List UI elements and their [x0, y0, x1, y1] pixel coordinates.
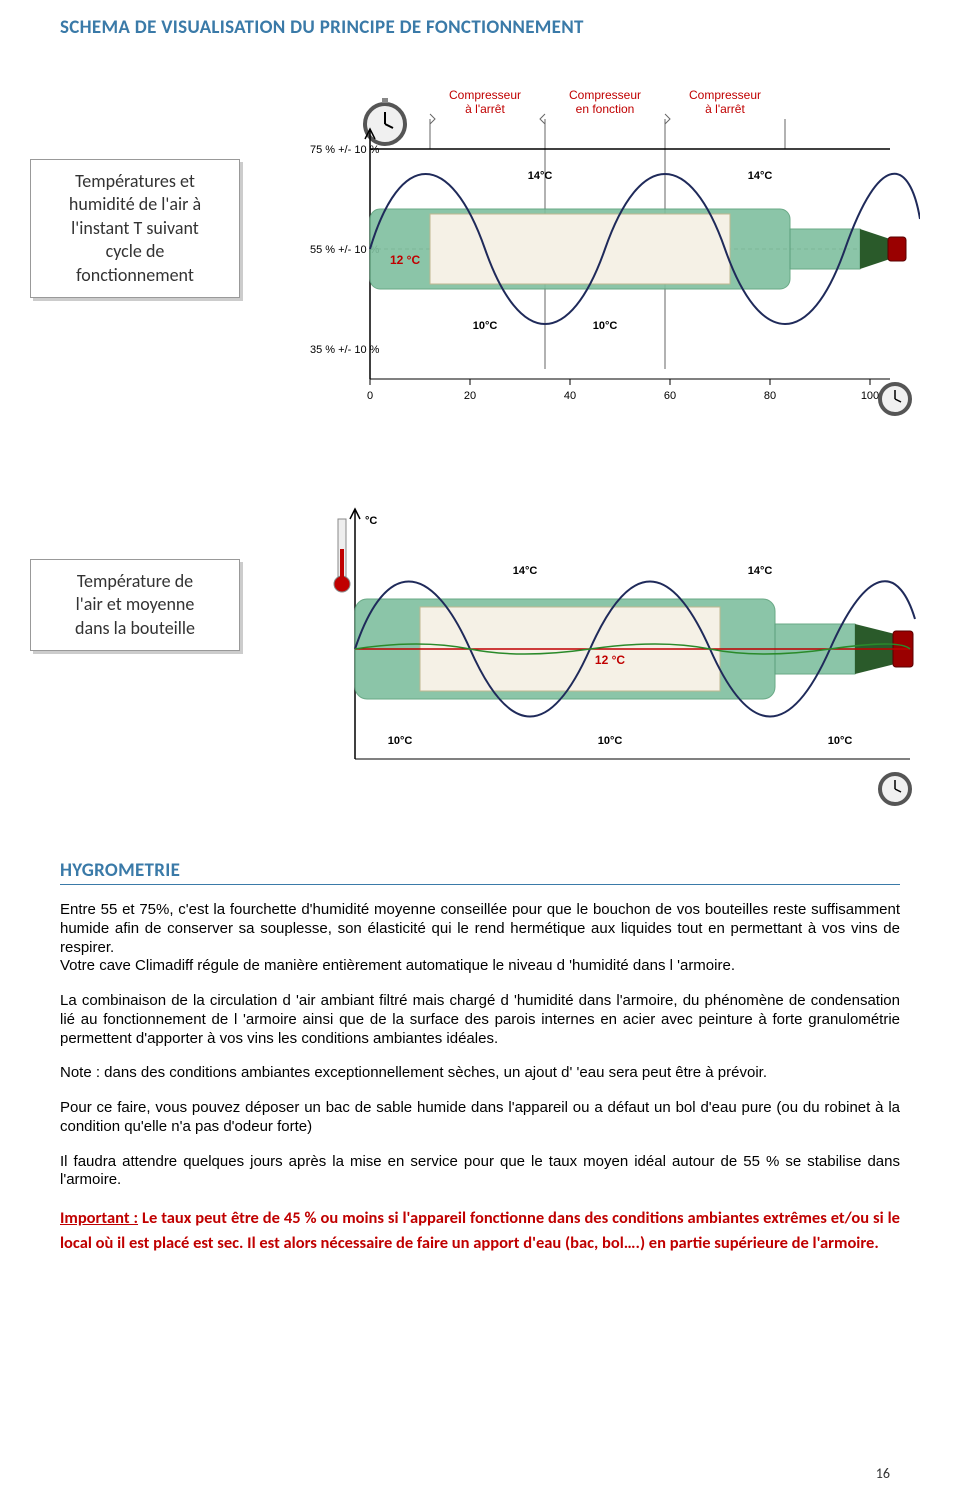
watch-icon	[880, 384, 910, 414]
chart-humidity-cycle: Compresseur à l'arrêt Compresseur en fon…	[270, 69, 920, 429]
compressor-state: en fonction	[576, 102, 635, 116]
temp-label: 10°C	[593, 320, 618, 332]
paragraph: Il faudra attendre quelques jours après …	[60, 1153, 900, 1191]
para-text: Votre cave Climadiff régule de manière e…	[60, 957, 735, 974]
callout-line: cycle de	[43, 240, 227, 263]
x-tick: 0	[367, 390, 373, 402]
y-label: 55 % +/- 10 %	[310, 244, 380, 256]
x-tick: 100	[861, 390, 879, 402]
c-label: °C	[365, 515, 377, 527]
page-number: 16	[876, 1465, 890, 1482]
callout-line: fonctionnement	[43, 264, 227, 287]
temp-label: 10°C	[388, 735, 413, 747]
temp-label: 14°C	[528, 170, 553, 182]
paragraph: Entre 55 et 75%, c'est la fourchette d'h…	[60, 901, 900, 976]
x-tick: 60	[664, 390, 676, 402]
temp-mid-label: 12 °C	[595, 653, 625, 667]
callout-line: humidité de l'air à	[43, 193, 227, 216]
callout-line: Température de	[43, 570, 227, 593]
thermometer-icon	[334, 519, 350, 592]
paragraph: La combinaison de la circulation d 'air …	[60, 992, 900, 1048]
compressor-label: Compresseur	[569, 88, 641, 102]
compressor-label: Compresseur	[689, 88, 761, 102]
para-text: Entre 55 et 75%, c'est la fourchette d'h…	[60, 901, 900, 956]
hygrometrie-heading: HYGROMETRIE	[60, 859, 900, 885]
callout-line: l'air et moyenne	[43, 593, 227, 616]
compressor-state: à l'arrêt	[705, 102, 745, 116]
temp-mid-label: 12 °C	[390, 253, 420, 267]
x-tick: 80	[764, 390, 776, 402]
callout-line: dans la bouteille	[43, 617, 227, 640]
callout-temperatures: Températures et humidité de l'air à l'in…	[30, 159, 240, 298]
compressor-label: Compresseur	[449, 88, 521, 102]
important-note: Important : Le taux peut être de 45 % ou…	[60, 1206, 900, 1256]
schema-area: Températures et humidité de l'air à l'in…	[60, 39, 900, 859]
chart-bottle-temp: °C 14°C 14°C 12 °C 10°C 10°C 10°C	[270, 499, 920, 819]
callout-temperature-air: Température de l'air et moyenne dans la …	[30, 559, 240, 651]
y-label: 35 % +/- 10 %	[310, 344, 380, 356]
temp-label: 14°C	[748, 170, 773, 182]
callout-line: Températures et	[43, 170, 227, 193]
page-title: SCHEMA DE VISUALISATION DU PRINCIPE DE F…	[60, 16, 900, 39]
bottle-illustration	[370, 209, 906, 289]
callout-line: l'instant T suivant	[43, 217, 227, 240]
temp-label: 14°C	[513, 565, 538, 577]
y-label: 75 % +/- 10 %	[310, 144, 380, 156]
temp-label: 10°C	[828, 735, 853, 747]
paragraph: Pour ce faire, vous pouvez déposer un ba…	[60, 1099, 900, 1137]
x-tick: 20	[464, 390, 476, 402]
temp-label: 10°C	[598, 735, 623, 747]
paragraph: Note : dans des conditions ambiantes exc…	[60, 1064, 900, 1083]
compressor-state: à l'arrêt	[465, 102, 505, 116]
temp-label: 14°C	[748, 565, 773, 577]
x-tick: 40	[564, 390, 576, 402]
temp-label: 10°C	[473, 320, 498, 332]
important-body: Le taux peut être de 45 % ou moins si l'…	[60, 1208, 900, 1253]
important-lead: Important :	[60, 1208, 138, 1228]
gauge-icon	[365, 98, 405, 144]
watch-icon	[880, 774, 910, 804]
